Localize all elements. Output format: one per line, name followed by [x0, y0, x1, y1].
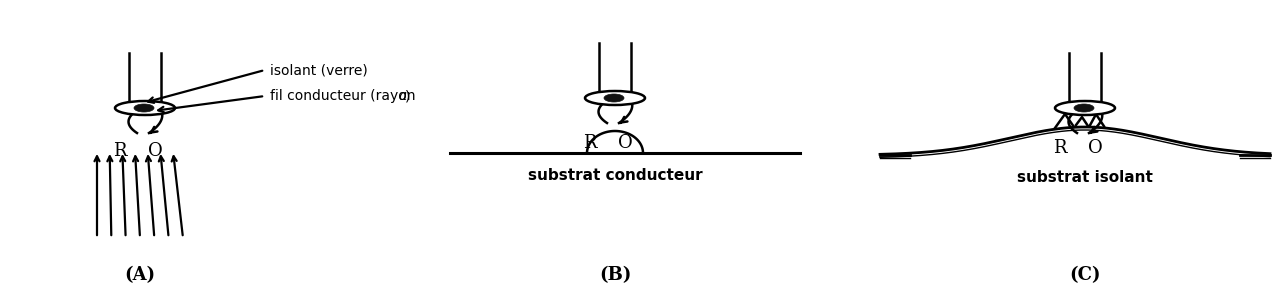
Ellipse shape	[1055, 101, 1115, 115]
Text: ): )	[405, 89, 411, 103]
Ellipse shape	[1073, 104, 1094, 112]
Text: (B): (B)	[598, 266, 631, 284]
Text: a: a	[399, 89, 407, 103]
Ellipse shape	[115, 101, 175, 115]
Ellipse shape	[586, 91, 645, 105]
Text: (A): (A)	[125, 266, 156, 284]
Text: O: O	[148, 142, 162, 160]
Text: isolant (verre): isolant (verre)	[270, 63, 368, 77]
Text: R: R	[1053, 139, 1067, 157]
Ellipse shape	[604, 94, 624, 102]
Text: fil conducteur (rayon: fil conducteur (rayon	[270, 89, 420, 103]
Text: O: O	[618, 134, 632, 152]
Text: R: R	[113, 142, 126, 160]
Text: R: R	[583, 134, 597, 152]
Text: (C): (C)	[1069, 266, 1100, 284]
Text: substrat isolant: substrat isolant	[1017, 169, 1153, 185]
Ellipse shape	[134, 104, 154, 112]
Text: substrat conducteur: substrat conducteur	[528, 168, 703, 183]
Text: O: O	[1088, 139, 1103, 157]
Text: fil conducteur (rayon: fil conducteur (rayon	[270, 89, 420, 103]
